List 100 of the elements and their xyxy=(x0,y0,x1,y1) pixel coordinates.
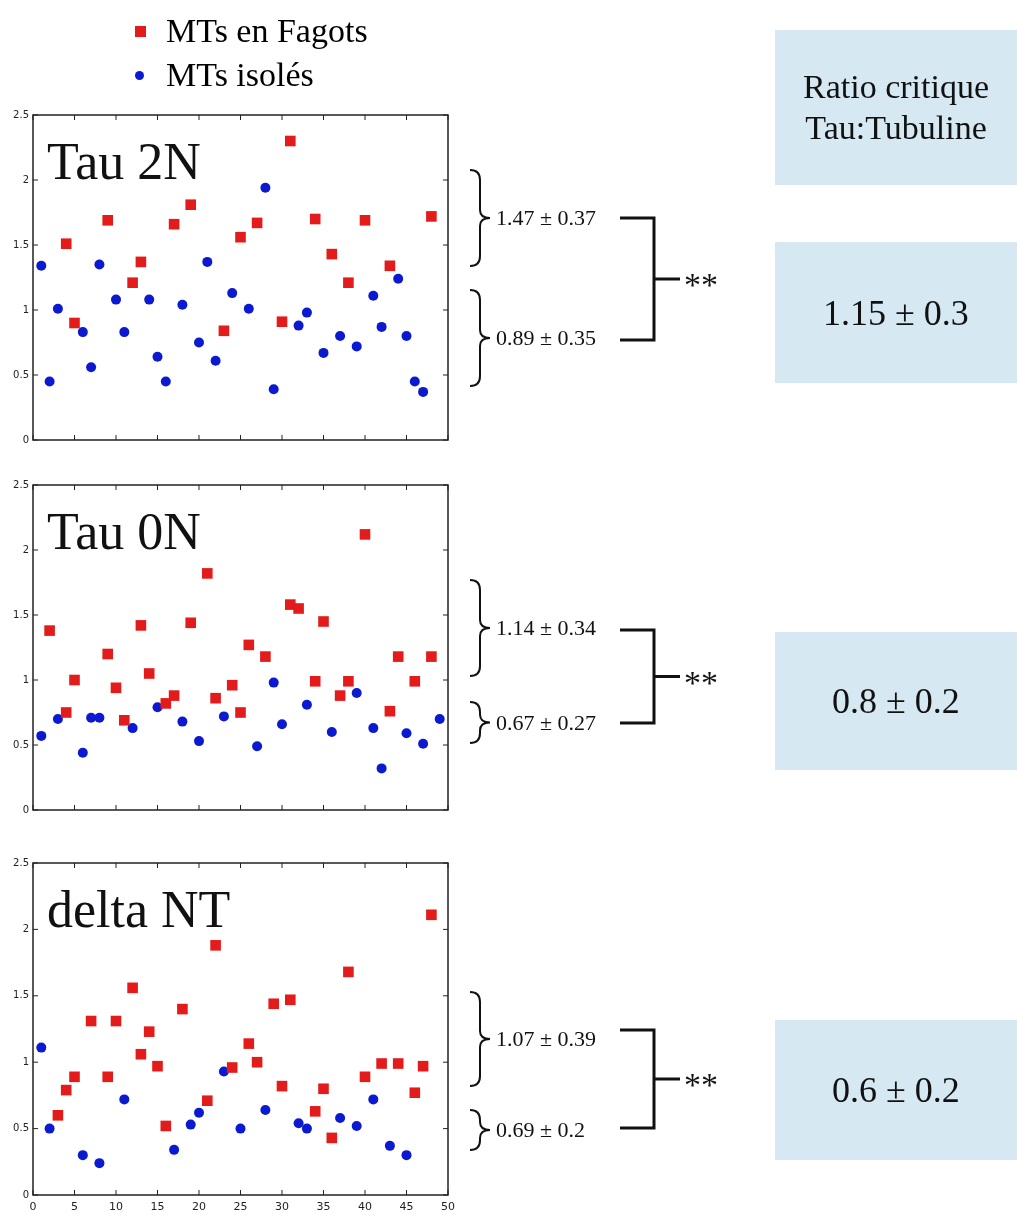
point xyxy=(127,723,138,734)
x-tick-label: 25 xyxy=(233,1200,248,1214)
point xyxy=(235,707,246,718)
point xyxy=(94,712,105,723)
text: 1.07 ± 0.39 xyxy=(496,1026,597,1052)
point xyxy=(243,303,254,314)
point xyxy=(260,182,271,193)
point xyxy=(343,277,354,288)
y-tick-label: 2.5 xyxy=(13,478,29,490)
point xyxy=(119,715,130,726)
point xyxy=(368,290,379,301)
point xyxy=(102,648,113,660)
point xyxy=(285,135,296,147)
point xyxy=(351,688,362,698)
point xyxy=(293,1118,304,1129)
point xyxy=(60,707,72,718)
point xyxy=(301,307,312,318)
point xyxy=(243,1038,255,1049)
point xyxy=(218,325,230,337)
point xyxy=(409,376,420,387)
point xyxy=(135,1048,147,1060)
point xyxy=(143,668,155,679)
point xyxy=(185,1119,196,1130)
point xyxy=(119,327,130,338)
text: 0.8 ± 0.2 xyxy=(775,632,1017,770)
point xyxy=(392,651,404,662)
point xyxy=(69,317,80,329)
point xyxy=(168,218,180,230)
point xyxy=(318,616,329,627)
point xyxy=(401,728,412,739)
text: 1.15 ± 0.3 xyxy=(775,242,1017,383)
point xyxy=(418,738,429,749)
y-tick-label: 0 xyxy=(22,803,29,815)
point xyxy=(194,736,204,747)
text: 1.14 ± 0.34 xyxy=(496,615,597,641)
point xyxy=(210,355,221,366)
point xyxy=(318,1083,329,1095)
point xyxy=(334,690,346,701)
point xyxy=(52,303,63,314)
text: 1.47 ± 0.37 xyxy=(496,205,597,231)
point xyxy=(426,909,437,921)
chart-title: Tau 2N xyxy=(47,133,201,190)
point xyxy=(326,1132,338,1144)
point xyxy=(177,1003,188,1015)
point xyxy=(168,690,180,701)
point xyxy=(409,1087,421,1099)
y-tick-label: 0.5 xyxy=(13,1122,29,1134)
point xyxy=(384,705,396,717)
point xyxy=(293,603,304,614)
point xyxy=(235,231,246,243)
point xyxy=(69,674,80,686)
point xyxy=(111,294,121,305)
point xyxy=(376,321,387,332)
y-tick-label: 0 xyxy=(22,433,29,445)
point xyxy=(135,620,147,631)
point xyxy=(434,714,445,724)
text: ** xyxy=(684,265,718,304)
y-tick-label: 0.5 xyxy=(13,368,29,380)
point xyxy=(376,763,387,774)
x-tick-label: 50 xyxy=(441,1200,455,1214)
point xyxy=(77,1150,88,1161)
point xyxy=(309,676,321,687)
x-tick-label: 15 xyxy=(150,1200,165,1214)
legend-label: MTs isolés xyxy=(166,56,314,94)
point xyxy=(44,376,55,387)
point xyxy=(301,1123,312,1134)
chart-title: Tau 0N xyxy=(47,503,201,560)
y-tick-label: 1 xyxy=(22,303,29,315)
y-tick-label: 2.5 xyxy=(13,108,29,120)
point xyxy=(202,256,213,267)
point xyxy=(260,1105,271,1116)
point xyxy=(177,716,188,727)
point xyxy=(359,529,371,540)
point xyxy=(392,1058,404,1069)
point xyxy=(44,1123,55,1134)
y-tick-label: 1.5 xyxy=(13,238,29,250)
point xyxy=(268,998,279,1010)
y-tick-label: 2 xyxy=(22,922,29,934)
point xyxy=(368,723,379,734)
text: 0.69 ± 0.2 xyxy=(496,1117,586,1143)
x-tick-label: 35 xyxy=(316,1200,331,1214)
point xyxy=(210,940,221,951)
point xyxy=(335,1112,346,1123)
text: 0.67 ± 0.27 xyxy=(496,709,597,736)
y-tick-label: 1 xyxy=(22,673,29,685)
chart-title: delta NT xyxy=(47,881,231,938)
point xyxy=(52,1110,64,1121)
point xyxy=(202,568,213,579)
point xyxy=(285,994,296,1006)
x-tick-label: 30 xyxy=(275,1200,289,1214)
point xyxy=(343,676,354,687)
point xyxy=(309,213,321,225)
point xyxy=(393,273,404,284)
point xyxy=(77,747,88,758)
point xyxy=(252,741,263,752)
point xyxy=(318,347,329,358)
point xyxy=(376,1058,387,1069)
point xyxy=(202,1095,213,1107)
point xyxy=(401,331,412,341)
point xyxy=(36,1042,47,1053)
